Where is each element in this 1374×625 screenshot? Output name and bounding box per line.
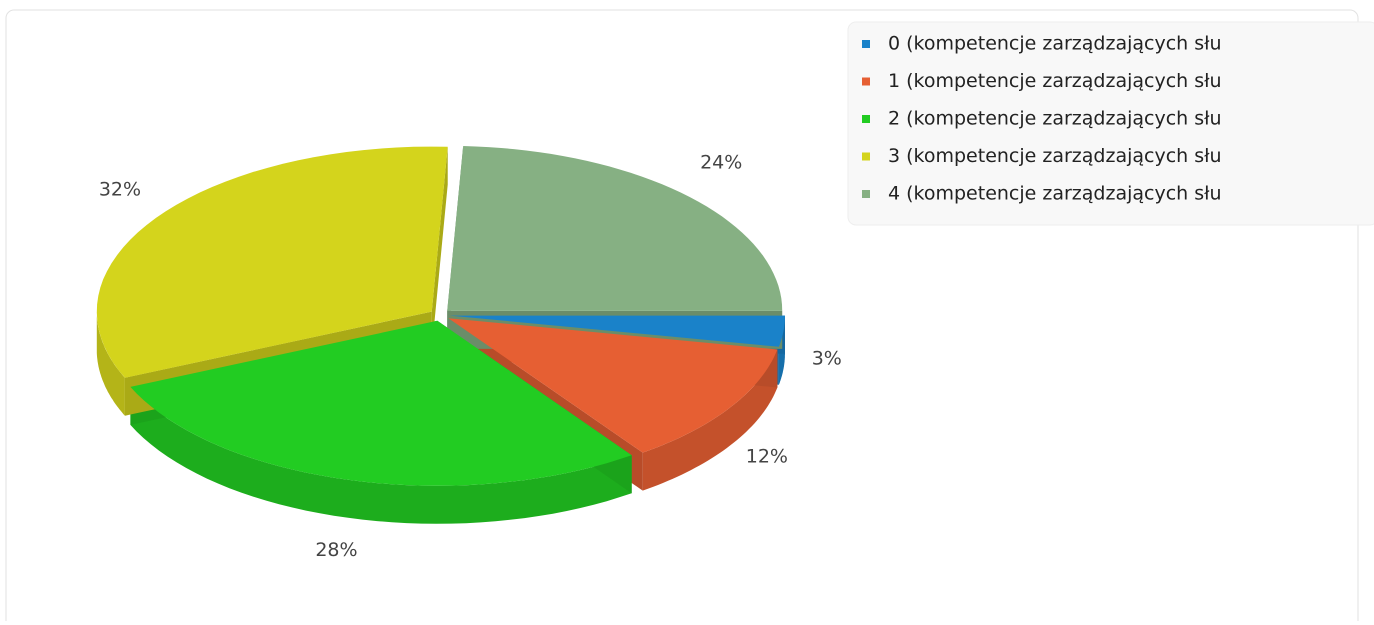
pie: 3% 12% 28% 32% 24% (96, 146, 842, 561)
data-label: 12% (746, 446, 788, 468)
legend-marker (862, 77, 870, 86)
slice-side (130, 386, 632, 524)
legend-label: 1 (kompetencje zarządzających słu (888, 70, 1222, 92)
slice (448, 318, 778, 453)
data-label: 32% (99, 178, 141, 200)
slice (449, 315, 785, 347)
legend-label: 2 (kompetencje zarządzających słu (888, 108, 1222, 130)
legend-marker (862, 40, 870, 48)
legend-box (847, 21, 1374, 226)
slice-side (96, 311, 125, 416)
legend-label: 0 (kompetencje zarządzających słu (888, 33, 1222, 55)
legend-marker (862, 152, 870, 161)
slice (447, 146, 783, 311)
legend-label: 3 (kompetencje zarządzających słu (888, 145, 1222, 167)
data-label: 28% (315, 539, 357, 561)
data-label: 3% (812, 347, 842, 369)
data-label: 24% (700, 151, 742, 173)
legend-label: 4 (kompetencje zarządzających słu (888, 183, 1222, 205)
slice (130, 320, 632, 486)
legend-marker (862, 190, 870, 198)
slice-side (642, 349, 778, 491)
slice-cut (431, 146, 448, 350)
legend: 0 (kompetencje zarządzających słu 1 (komp… (862, 33, 1222, 205)
legend-marker (862, 115, 870, 123)
slice (96, 146, 448, 378)
